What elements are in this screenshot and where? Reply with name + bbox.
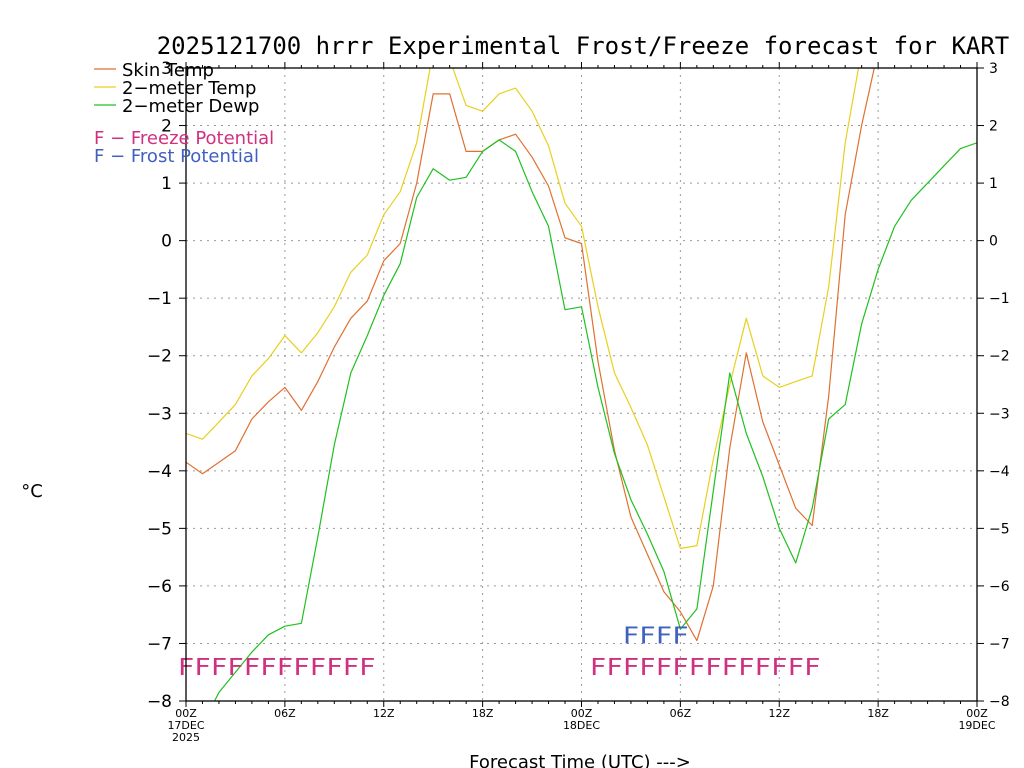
y-tick-label-right: −5 — [989, 521, 1010, 537]
series-line-temp — [186, 68, 860, 550]
y-tick-label-right: −7 — [989, 636, 1010, 652]
y-tick-label: −3 — [147, 404, 172, 424]
freeze-flags: FFFFFFFFFFFFFF — [590, 655, 821, 681]
x-tick-label: 18Z — [867, 707, 889, 720]
y-tick-label-right: 0 — [989, 234, 998, 250]
x-tick-label: 18Z — [472, 707, 494, 720]
series-line-dewp — [213, 139, 977, 701]
y-tick-label: −4 — [147, 462, 172, 482]
y-axis-label: °C — [21, 481, 43, 502]
freeze-flags: FFFFFFFFFFFF — [178, 655, 376, 681]
y-tick-label: 1 — [161, 174, 172, 194]
x-tick-label: 00Z — [571, 707, 593, 720]
x-tick-label: 00Z — [966, 707, 988, 720]
y-tick-label: −5 — [147, 519, 172, 539]
legend-label-dewp: 2−meter Dewp — [122, 96, 259, 117]
x-tick-label: 06Z — [274, 707, 296, 720]
x-tick-label: 12Z — [768, 707, 790, 720]
y-tick-label: −8 — [147, 692, 172, 712]
x-tick-label: 18DEC — [563, 719, 600, 732]
y-tick-label: 2 — [161, 117, 172, 137]
x-tick-label: 19DEC — [958, 719, 995, 732]
legend-label-freeze: F − Freeze Potential — [94, 128, 274, 149]
series-lines — [186, 68, 977, 701]
x-tick-label: 17DEC — [167, 719, 204, 732]
legend-label-frost: F − Frost Potential — [94, 146, 259, 167]
x-tick-label: 2025 — [172, 731, 200, 744]
y-tick-label-right: 1 — [989, 176, 998, 192]
y-tick-label-right: 3 — [989, 61, 998, 77]
y-tick-label: −1 — [147, 289, 172, 309]
series-line-skin — [186, 68, 875, 642]
x-axis-label: Forecast Time (UTC) ---> — [469, 752, 691, 768]
y-tick-label-right: −8 — [989, 694, 1010, 710]
y-tick-label: −2 — [147, 347, 172, 367]
legend-label-temp: 2−meter Temp — [122, 78, 256, 99]
y-axis-right: −8 −7 −6 −5 −4 −3 −2 −1 0 1 2 3 — [977, 61, 1010, 710]
x-tick-label: 06Z — [670, 707, 692, 720]
y-axis-left: −8 −7 −6 −5 −4 −3 −2 −1 0 1 2 3 — [147, 59, 186, 712]
y-tick-label: −6 — [147, 577, 172, 597]
y-tick-label-right: −1 — [989, 291, 1010, 307]
y-tick-label: 3 — [161, 59, 172, 79]
y-tick-label-right: 2 — [989, 119, 998, 135]
chart-title: 2025121700 hrrr Experimental Frost/Freez… — [157, 32, 1010, 60]
y-tick-label-right: −3 — [989, 406, 1010, 422]
x-tick-label: 00Z — [175, 707, 197, 720]
y-tick-label-right: −4 — [989, 464, 1010, 480]
y-tick-label-right: −2 — [989, 349, 1010, 365]
legend-label-skin: Skin Temp — [122, 60, 214, 81]
y-tick-label: 0 — [161, 232, 172, 252]
grid-lines — [186, 68, 977, 701]
y-tick-label-right: −6 — [989, 579, 1010, 595]
y-tick-label: −7 — [147, 634, 172, 654]
x-tick-label: 12Z — [373, 707, 395, 720]
frost-flags: FFFF — [623, 623, 689, 649]
